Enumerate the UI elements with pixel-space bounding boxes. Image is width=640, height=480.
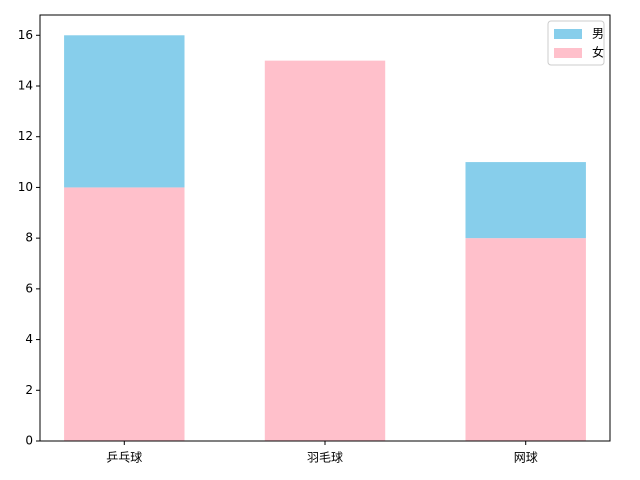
- y-tick-label: 12: [18, 129, 33, 143]
- bar-segment: [64, 187, 185, 441]
- y-tick-label: 0: [25, 434, 33, 448]
- x-tick-label: 网球: [514, 451, 538, 465]
- bar-segment: [264, 60, 386, 442]
- y-tick-label: 10: [18, 180, 33, 194]
- y-tick-label: 2: [25, 383, 33, 397]
- y-tick-label: 8: [25, 231, 33, 245]
- legend-swatch: [554, 29, 582, 39]
- y-tick-label: 16: [18, 28, 33, 42]
- legend-label: 女: [592, 45, 604, 60]
- y-tick-label: 14: [18, 79, 33, 93]
- x-tick-label: 乒乓球: [106, 451, 142, 465]
- x-tick-label: 羽毛球: [307, 451, 343, 465]
- bar-segment: [465, 238, 586, 441]
- y-tick-label: 6: [25, 281, 33, 295]
- plot-frame: [39, 14, 611, 442]
- bar-segment: [64, 35, 185, 188]
- legend-swatch: [554, 48, 582, 58]
- bar-segment: [465, 162, 586, 239]
- legend-label: 男: [592, 27, 604, 41]
- y-tick-label: 4: [25, 332, 33, 346]
